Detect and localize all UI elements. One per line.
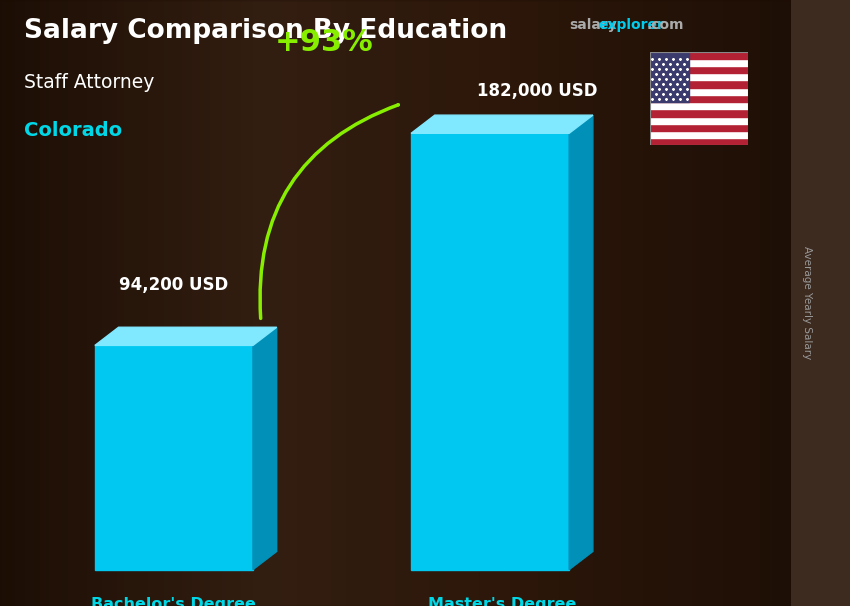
- Text: .com: .com: [647, 18, 684, 32]
- Text: 182,000 USD: 182,000 USD: [478, 82, 598, 100]
- Text: 94,200 USD: 94,200 USD: [119, 276, 229, 294]
- Polygon shape: [95, 345, 253, 570]
- Text: Colorado: Colorado: [24, 121, 122, 140]
- Text: Average Yearly Salary: Average Yearly Salary: [802, 247, 813, 359]
- Text: Master's Degree: Master's Degree: [428, 597, 576, 606]
- Bar: [650, 131, 748, 138]
- Bar: [650, 116, 748, 124]
- Text: salary: salary: [570, 18, 617, 32]
- Bar: [650, 138, 748, 145]
- Text: Salary Comparison By Education: Salary Comparison By Education: [24, 18, 507, 44]
- Polygon shape: [253, 327, 276, 570]
- Polygon shape: [570, 115, 592, 570]
- Bar: [650, 66, 748, 73]
- Bar: [650, 59, 748, 66]
- Text: Bachelor's Degree: Bachelor's Degree: [92, 597, 257, 606]
- Text: Staff Attorney: Staff Attorney: [24, 73, 154, 92]
- Bar: [650, 52, 748, 59]
- Text: +93%: +93%: [275, 28, 373, 57]
- Polygon shape: [411, 115, 592, 133]
- Bar: [650, 102, 748, 109]
- FancyArrowPatch shape: [260, 105, 399, 318]
- Bar: [650, 52, 689, 102]
- Text: explorer: explorer: [598, 18, 665, 32]
- Bar: [650, 88, 748, 95]
- Polygon shape: [95, 327, 276, 345]
- Polygon shape: [411, 133, 570, 570]
- Bar: [650, 73, 748, 81]
- Bar: [650, 81, 748, 88]
- Bar: [650, 109, 748, 116]
- Bar: [650, 124, 748, 131]
- Bar: [650, 95, 748, 102]
